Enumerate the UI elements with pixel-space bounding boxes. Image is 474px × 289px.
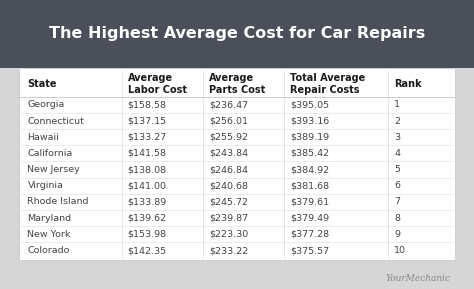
Text: $141.00: $141.00 [128, 181, 167, 190]
Text: $243.84: $243.84 [209, 149, 248, 158]
Text: Total Average
Repair Costs: Total Average Repair Costs [290, 73, 365, 95]
Text: $153.98: $153.98 [128, 230, 167, 239]
Text: 7: 7 [394, 197, 401, 206]
Text: $389.19: $389.19 [290, 133, 329, 142]
Text: Colorado: Colorado [27, 246, 70, 255]
Text: 2: 2 [394, 116, 401, 125]
Text: $223.30: $223.30 [209, 230, 248, 239]
FancyBboxPatch shape [0, 0, 474, 68]
Text: 5: 5 [394, 165, 401, 174]
Text: $381.68: $381.68 [290, 181, 329, 190]
Text: $384.92: $384.92 [290, 165, 329, 174]
Text: $385.42: $385.42 [290, 149, 329, 158]
Text: $133.89: $133.89 [128, 197, 167, 206]
Text: $245.72: $245.72 [209, 197, 248, 206]
Text: $240.68: $240.68 [209, 181, 248, 190]
Text: $395.05: $395.05 [290, 100, 329, 109]
FancyBboxPatch shape [19, 68, 455, 260]
Text: $379.49: $379.49 [290, 214, 329, 223]
Text: 9: 9 [394, 230, 401, 239]
Text: $256.01: $256.01 [209, 116, 248, 125]
Text: $246.84: $246.84 [209, 165, 248, 174]
Text: Connecticut: Connecticut [27, 116, 84, 125]
Text: Rhode Island: Rhode Island [27, 197, 89, 206]
Text: State: State [27, 79, 57, 89]
Text: 10: 10 [394, 246, 406, 255]
Text: Average
Parts Cost: Average Parts Cost [209, 73, 265, 95]
Text: The Highest Average Cost for Car Repairs: The Highest Average Cost for Car Repairs [49, 27, 425, 41]
Text: $377.28: $377.28 [290, 230, 329, 239]
Text: Maryland: Maryland [27, 214, 72, 223]
Text: Virginia: Virginia [27, 181, 64, 190]
Text: Hawaii: Hawaii [27, 133, 59, 142]
Text: $141.58: $141.58 [128, 149, 167, 158]
Text: $138.08: $138.08 [128, 165, 167, 174]
Text: New Jersey: New Jersey [27, 165, 80, 174]
Text: $239.87: $239.87 [209, 214, 248, 223]
Text: 4: 4 [394, 149, 401, 158]
Text: 6: 6 [394, 181, 401, 190]
Text: $158.58: $158.58 [128, 100, 167, 109]
Text: $137.15: $137.15 [128, 116, 167, 125]
Text: Average
Labor Cost: Average Labor Cost [128, 73, 187, 95]
Text: Rank: Rank [394, 79, 422, 89]
Text: $142.35: $142.35 [128, 246, 167, 255]
Text: $379.61: $379.61 [290, 197, 329, 206]
Text: $139.62: $139.62 [128, 214, 167, 223]
Text: 1: 1 [394, 100, 401, 109]
Text: YourMechanic: YourMechanic [385, 274, 450, 283]
Text: $255.92: $255.92 [209, 133, 248, 142]
Text: New York: New York [27, 230, 71, 239]
Text: 8: 8 [394, 214, 401, 223]
Text: $233.22: $233.22 [209, 246, 248, 255]
Text: 3: 3 [394, 133, 401, 142]
Text: $393.16: $393.16 [290, 116, 329, 125]
Text: $133.27: $133.27 [128, 133, 167, 142]
Text: $236.47: $236.47 [209, 100, 248, 109]
Text: Georgia: Georgia [27, 100, 65, 109]
Text: $375.57: $375.57 [290, 246, 329, 255]
Text: California: California [27, 149, 73, 158]
